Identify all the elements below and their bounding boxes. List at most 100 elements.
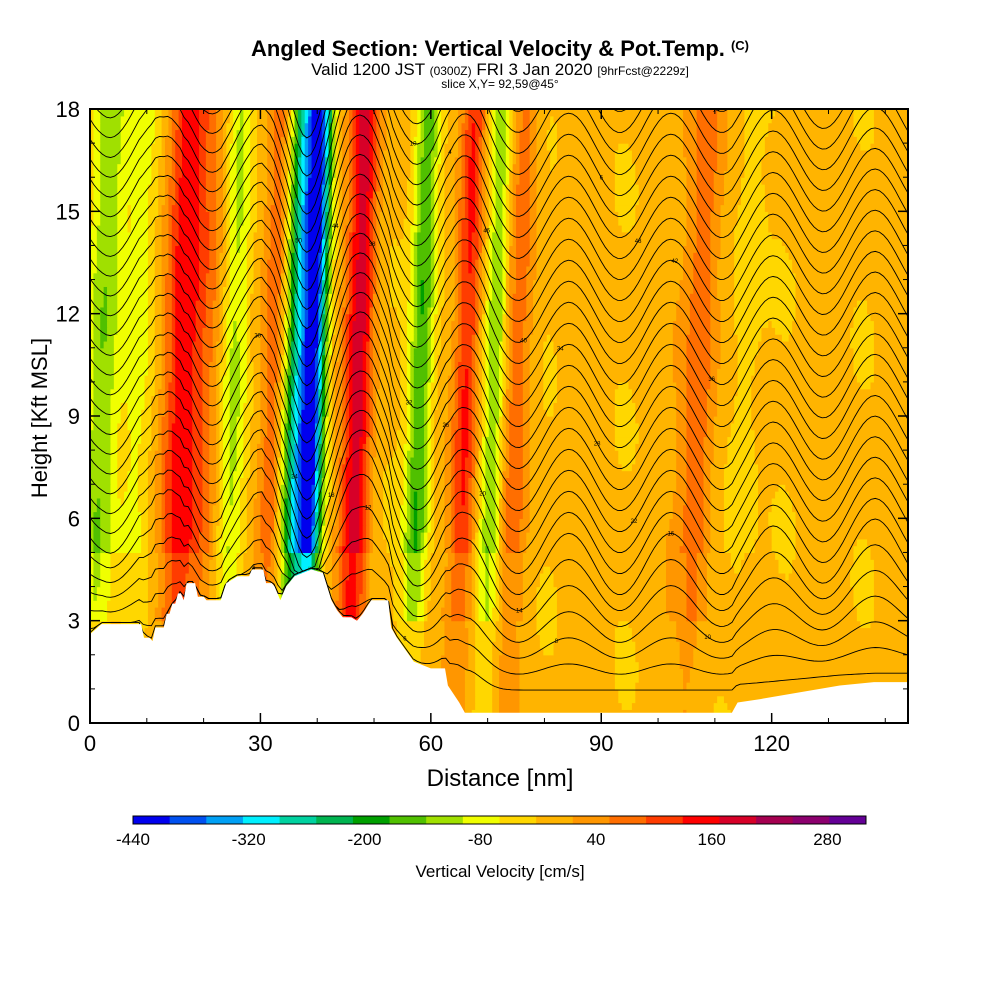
velocity-cell: [529, 388, 544, 397]
velocity-cell: [383, 504, 401, 513]
velocity-cell: [216, 436, 221, 444]
velocity-cell: [239, 477, 248, 485]
velocity-cell: [90, 456, 112, 465]
velocity-cell: [325, 300, 330, 308]
velocity-cell: [277, 429, 282, 438]
velocity-cell: [113, 381, 146, 390]
velocity-cell: [522, 368, 531, 376]
velocity-cell: [325, 463, 330, 472]
velocity-cell: [451, 613, 466, 622]
velocity-cell: [853, 552, 872, 560]
velocity-cell: [229, 252, 248, 260]
velocity-cell: [216, 450, 221, 458]
velocity-cell: [168, 436, 173, 444]
velocity-cell: [352, 259, 357, 267]
velocity-cell: [314, 429, 319, 438]
velocity-cell: [505, 491, 524, 499]
velocity-cell: [383, 497, 405, 506]
velocity-cell: [141, 429, 152, 438]
velocity-cell: [475, 600, 480, 608]
velocity-cell: [188, 538, 200, 547]
velocity-cell: [192, 443, 204, 451]
velocity-cell: [406, 491, 411, 499]
velocity-cell: [468, 429, 473, 438]
velocity-cell: [441, 682, 466, 690]
velocity-cell: [325, 518, 330, 526]
velocity-cell: [454, 429, 463, 438]
velocity-cell: [318, 491, 323, 499]
velocity-cell: [158, 409, 166, 417]
velocity-cell: [505, 327, 510, 335]
velocity-cell: [294, 456, 299, 465]
velocity-cell: [689, 306, 711, 315]
velocity-cell: [93, 395, 112, 403]
velocity-cell: [164, 402, 169, 410]
velocity-cell: [294, 300, 299, 308]
velocity-cell: [100, 320, 108, 328]
velocity-cell: [304, 279, 309, 287]
velocity-cell: [308, 293, 319, 301]
velocity-cell: [171, 300, 176, 308]
velocity-cell: [475, 695, 493, 704]
velocity-cell: [638, 429, 677, 438]
velocity-cell: [376, 450, 394, 458]
velocity-cell: [468, 443, 473, 451]
velocity-cell: [304, 238, 309, 247]
velocity-cell: [499, 375, 504, 383]
velocity-cell: [471, 395, 476, 403]
velocity-cell: [209, 497, 217, 506]
velocity-cell: [485, 313, 490, 322]
velocity-cell: [529, 477, 677, 485]
velocity-cell: [369, 306, 374, 315]
velocity-cell: [192, 450, 204, 458]
velocity-cell: [260, 347, 268, 356]
velocity-cell: [372, 456, 391, 465]
velocity-cell: [703, 436, 715, 444]
velocity-cell: [458, 259, 463, 267]
velocity-cell: [434, 231, 439, 240]
velocity-cell: [202, 402, 210, 410]
velocity-cell: [321, 409, 326, 417]
velocity-cell: [239, 497, 248, 506]
velocity-cell: [471, 245, 480, 253]
velocity-cell: [331, 361, 336, 369]
velocity-cell: [90, 402, 95, 410]
velocity-cell: [243, 402, 255, 410]
velocity-cell: [485, 422, 490, 431]
velocity-cell: [246, 286, 255, 294]
velocity-cell: [553, 402, 616, 410]
velocity-cell: [277, 395, 282, 403]
velocity-cell: [556, 593, 667, 601]
velocity-cell: [338, 238, 343, 247]
velocity-cell: [366, 579, 371, 588]
velocity-cell: [485, 593, 490, 601]
velocity-cell: [771, 504, 793, 513]
velocity-cell: [202, 361, 210, 369]
velocity-cell: [318, 381, 323, 390]
velocity-cell: [93, 566, 101, 574]
velocity-cell: [458, 327, 463, 335]
velocity-cell: [372, 320, 381, 328]
velocity-cell: [485, 552, 490, 560]
velocity-cell: [359, 252, 367, 260]
velocity-cell: [734, 245, 786, 253]
velocity-cell: [492, 654, 500, 663]
velocity-cell: [168, 402, 176, 410]
velocity-cell: [543, 647, 555, 656]
velocity-cell: [454, 313, 459, 322]
velocity-cell: [403, 600, 408, 608]
velocity-cell: [294, 416, 299, 424]
velocity-cell: [260, 436, 265, 444]
velocity-cell: [349, 416, 354, 424]
velocity-cell: [284, 231, 289, 240]
velocity-cell: [120, 416, 129, 424]
velocity-cell: [335, 245, 340, 253]
velocity-cell: [260, 313, 268, 322]
velocity-cell: [717, 279, 735, 287]
velocity-cell: [430, 436, 435, 444]
velocity-cell: [154, 477, 163, 485]
velocity-cell: [236, 429, 244, 438]
velocity-cell: [318, 422, 323, 431]
velocity-cell: [164, 566, 173, 574]
velocity-cell: [192, 416, 204, 424]
